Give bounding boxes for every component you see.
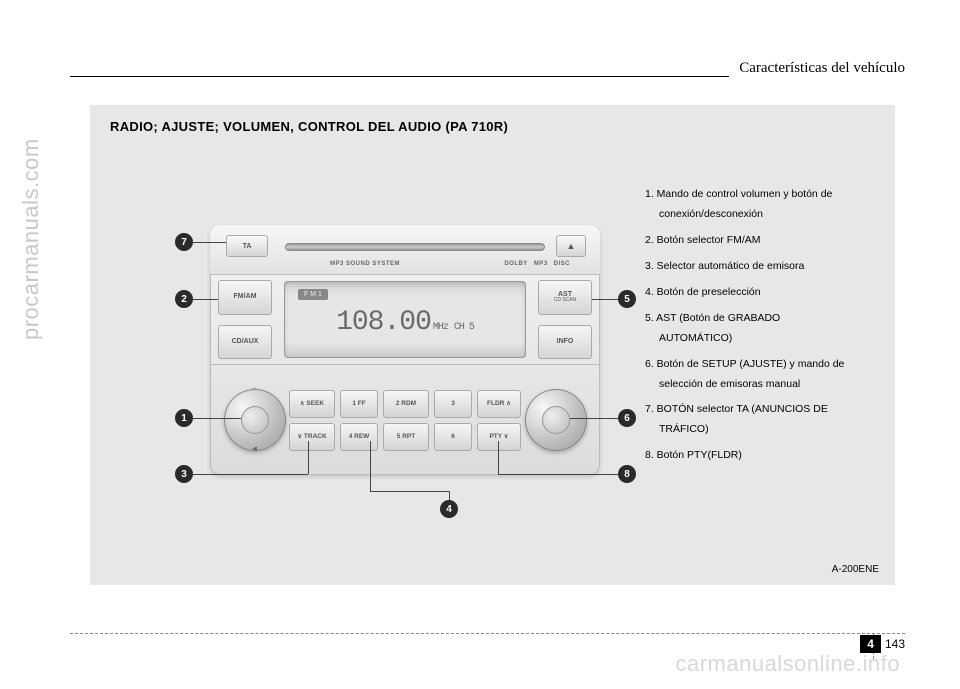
callout-4: 4 <box>440 500 458 518</box>
preset-4-button[interactable]: 4 REW <box>340 423 378 451</box>
callout-6: 6 <box>618 409 636 427</box>
band-indicator: F M 1 <box>298 289 328 300</box>
fm-am-button[interactable]: FM/AM <box>218 280 272 315</box>
mp3-label: MP3 SOUND SYSTEM <box>330 261 400 267</box>
callout-5: 5 <box>618 290 636 308</box>
tune-knob-wrap <box>521 389 590 451</box>
legend-item-3: 3. Selector automático de emisora <box>645 257 880 277</box>
radio-bottom-row: ① ◄ ∧ SEEK 1 FF 2 RDM 3 FLDR ∧ ∨ TRACK 4… <box>210 365 600 475</box>
logo-mp3: MP3 <box>534 261 548 267</box>
legend-list: 1. Mando de control volumen y botón de co… <box>645 185 880 472</box>
callout-3: 3 <box>175 465 193 483</box>
preset-6-button[interactable]: 6 <box>434 423 472 451</box>
volume-power-knob[interactable] <box>224 389 286 451</box>
frequency-value: 108.00 <box>336 307 431 338</box>
lead-4h <box>370 491 450 492</box>
cd-slot[interactable] <box>285 243 545 251</box>
preset-button-grid: ∧ SEEK 1 FF 2 RDM 3 FLDR ∧ ∨ TRACK 4 REW… <box>289 390 521 451</box>
lead-7 <box>193 242 226 243</box>
track-down-button[interactable]: ∨ TRACK <box>289 423 335 451</box>
tune-setup-knob[interactable] <box>525 389 587 451</box>
logo-disc: DISC <box>554 261 570 267</box>
cd-scan-label: CD SCAN <box>554 298 577 304</box>
ast-button[interactable]: AST CD SCAN <box>538 280 592 315</box>
frequency-unit: MHz <box>433 322 448 333</box>
folder-up-button[interactable]: FLDR ∧ <box>477 390 521 418</box>
seek-up-button[interactable]: ∧ SEEK <box>289 390 335 418</box>
legend-item-5b: AUTOMÁTICO) <box>645 329 880 349</box>
mid-left-buttons: FM/AM CD/AUX <box>210 275 280 364</box>
legend-item-1b: conexión/desconexión <box>645 205 880 225</box>
callout-7: 7 <box>175 233 193 251</box>
lead-8h <box>498 474 618 475</box>
preset-3-button[interactable]: 3 <box>434 390 472 418</box>
legend-item-6a: 6. Botón de SETUP (AJUSTE) y mando de <box>645 358 844 370</box>
page-header: Características del vehículo <box>70 60 905 77</box>
volume-icon: ◄ <box>251 444 259 453</box>
lead-3h <box>193 474 308 475</box>
radio-unit: TA ▲ MP3 SOUND SYSTEM DOLBY MP3 DISC FM/… <box>210 225 600 475</box>
chapter-number: 4 <box>860 635 881 653</box>
callout-1: 1 <box>175 409 193 427</box>
ta-button[interactable]: TA <box>226 235 268 257</box>
lead-6 <box>570 418 618 419</box>
panel-title: RADIO; AJUSTE; VOLUMEN, CONTROL DEL AUDI… <box>110 119 508 134</box>
channel-indicator: CH 5 <box>454 322 474 333</box>
format-logos: DOLBY MP3 DISC <box>504 261 570 267</box>
legend-item-7a: 7. BOTÓN selector TA (ANUNCIOS DE <box>645 403 828 415</box>
lcd-display: F M 1 108.00MHz CH 5 <box>284 281 526 358</box>
preset-1-button[interactable]: 1 FF <box>340 390 378 418</box>
lead-8v <box>498 441 499 474</box>
legend-item-7b: TRÁFICO) <box>645 420 880 440</box>
page-title: Características del vehículo <box>739 60 905 77</box>
page-number-box: 4 143 <box>860 635 905 653</box>
watermark-left: procarmanuals.com <box>18 138 44 340</box>
legend-item-5a: 5. AST (Botón de GRABADO <box>645 312 780 324</box>
pty-down-button[interactable]: PTY ∨ <box>477 423 521 451</box>
callout-2: 2 <box>175 290 193 308</box>
logo-dolby: DOLBY <box>504 261 528 267</box>
lead-4v1 <box>370 441 371 491</box>
legend-item-8: 8. Botón PTY(FLDR) <box>645 446 880 466</box>
lead-1 <box>193 418 241 419</box>
radio-mid-row: FM/AM CD/AUX F M 1 108.00MHz CH 5 AST CD … <box>210 275 600 365</box>
legend-item-2: 2. Botón selector FM/AM <box>645 231 880 251</box>
footer-rule <box>70 633 905 634</box>
radio-top-row: TA ▲ MP3 SOUND SYSTEM DOLBY MP3 DISC <box>210 225 600 275</box>
cd-aux-button[interactable]: CD/AUX <box>218 325 272 360</box>
page-number: 143 <box>885 637 905 651</box>
lead-2 <box>193 299 218 300</box>
figure-panel: RADIO; AJUSTE; VOLUMEN, CONTROL DEL AUDI… <box>90 105 895 585</box>
figure-code: A-200ENE <box>832 564 879 575</box>
frequency-display: 108.00MHz CH 5 <box>284 307 526 338</box>
legend-item-4: 4. Botón de preselección <box>645 283 880 303</box>
header-rule <box>70 63 729 77</box>
lead-5 <box>592 299 618 300</box>
lead-3v <box>308 441 309 474</box>
legend-item-6b: selección de emisoras manual <box>645 375 880 395</box>
eject-button[interactable]: ▲ <box>556 235 586 257</box>
volume-knob-wrap: ① ◄ <box>220 389 289 451</box>
watermark-bottom: carmanualsonline.info <box>675 651 900 677</box>
callout-8: 8 <box>618 465 636 483</box>
preset-5-button[interactable]: 5 RPT <box>383 423 429 451</box>
preset-2-button[interactable]: 2 RDM <box>383 390 429 418</box>
mid-right-buttons: AST CD SCAN INFO <box>530 275 600 364</box>
legend-item-1a: 1. Mando de control volumen y botón de <box>645 188 832 200</box>
info-button[interactable]: INFO <box>538 325 592 360</box>
